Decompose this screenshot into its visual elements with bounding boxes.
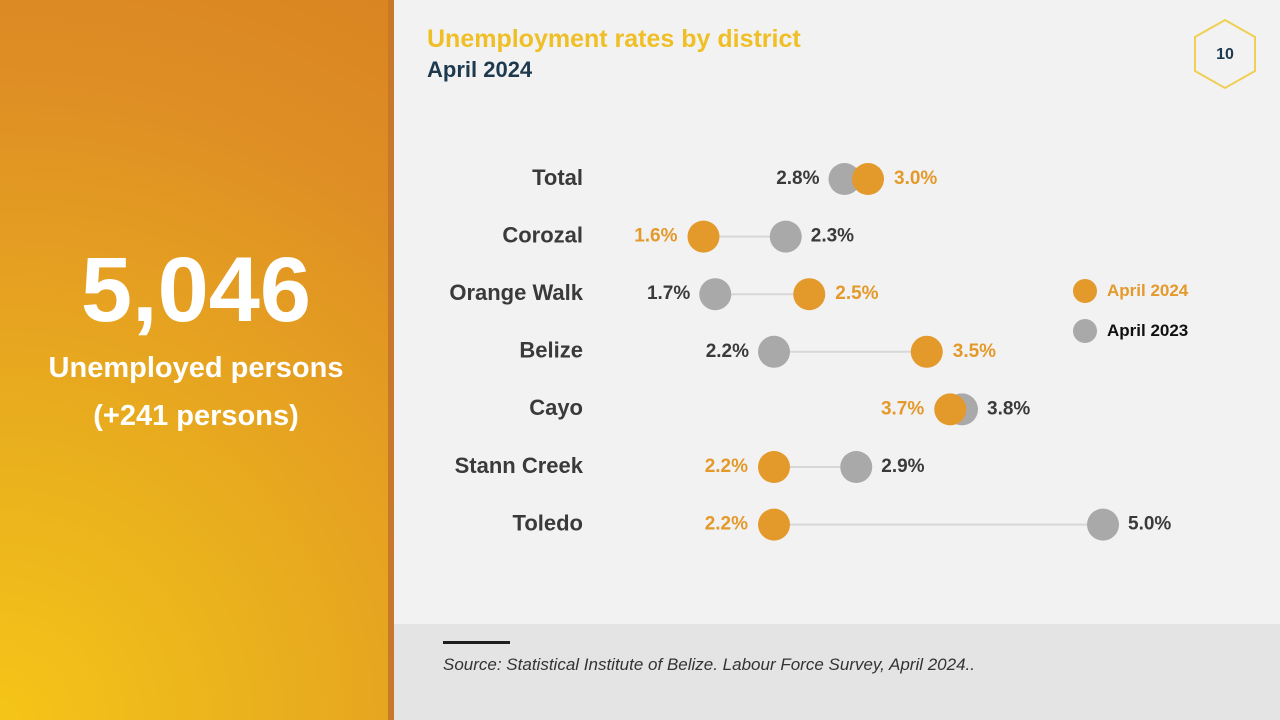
point-april-2024 bbox=[934, 393, 967, 426]
data-label-2024: 3.5% bbox=[953, 341, 996, 362]
point-april-2024 bbox=[910, 335, 943, 368]
point-april-2023 bbox=[758, 335, 790, 368]
point-april-2024 bbox=[758, 508, 790, 541]
point-april-2023 bbox=[840, 451, 873, 483]
data-label-2023: 3.8% bbox=[987, 398, 1030, 419]
unemployed-count: 5,046 bbox=[80, 239, 312, 341]
category-label: Toledo bbox=[513, 510, 583, 535]
category-label: Belize bbox=[519, 338, 583, 363]
legend-dot-2023 bbox=[1073, 319, 1097, 343]
page-number: 10 bbox=[1216, 46, 1234, 63]
hexagon-icon bbox=[1194, 18, 1256, 90]
point-april-2024 bbox=[852, 163, 884, 195]
point-april-2023 bbox=[828, 163, 861, 195]
point-april-2023 bbox=[699, 278, 732, 311]
point-april-2023 bbox=[1087, 508, 1119, 541]
page-number-badge: 10 bbox=[1194, 18, 1256, 90]
left-panel bbox=[0, 0, 388, 720]
point-april-2024 bbox=[758, 451, 790, 483]
left-panel-edge bbox=[388, 0, 394, 720]
category-label: Orange Walk bbox=[449, 280, 583, 305]
category-label: Corozal bbox=[502, 222, 583, 247]
data-label-2024: 2.2% bbox=[705, 456, 748, 477]
unemployed-change: (+241 persons) bbox=[93, 400, 299, 432]
data-label-2024: 3.0% bbox=[894, 168, 937, 189]
data-label-2023: 2.8% bbox=[776, 168, 819, 189]
legend-dot-2024 bbox=[1073, 279, 1097, 303]
category-label: Cayo bbox=[529, 395, 583, 420]
unemployed-label: Unemployed persons bbox=[48, 352, 344, 384]
data-label-2024: 2.5% bbox=[835, 283, 878, 304]
data-label-2023: 5.0% bbox=[1128, 514, 1171, 535]
source-note: Source: Statistical Institute of Belize.… bbox=[443, 655, 975, 674]
data-label-2024: 2.2% bbox=[705, 514, 748, 535]
data-label-2023: 2.2% bbox=[706, 341, 749, 362]
data-label-2024: 1.6% bbox=[634, 226, 677, 247]
point-april-2024 bbox=[687, 220, 720, 253]
dumbbell-chart: Total 3.0% 2.8% Corozal 1.6% 2.3% Orange Walk 2… bbox=[449, 163, 1171, 541]
data-label-2023: 2.9% bbox=[881, 456, 924, 477]
data-label-2023: 2.3% bbox=[811, 226, 854, 247]
category-label: Stann Creek bbox=[455, 453, 584, 478]
legend-label-2024: April 2024 bbox=[1107, 281, 1189, 300]
chart-subtitle: April 2024 bbox=[427, 57, 533, 82]
data-label-2024: 3.7% bbox=[881, 398, 924, 419]
point-april-2023 bbox=[769, 220, 802, 253]
footer-band bbox=[394, 624, 1280, 720]
chart-title: Unemployment rates by district bbox=[427, 25, 801, 53]
category-label: Total bbox=[532, 165, 583, 190]
footer-rule bbox=[443, 641, 510, 644]
point-april-2024 bbox=[793, 278, 826, 311]
legend-label-2023: April 2023 bbox=[1107, 321, 1189, 340]
data-label-2023: 1.7% bbox=[647, 283, 690, 304]
